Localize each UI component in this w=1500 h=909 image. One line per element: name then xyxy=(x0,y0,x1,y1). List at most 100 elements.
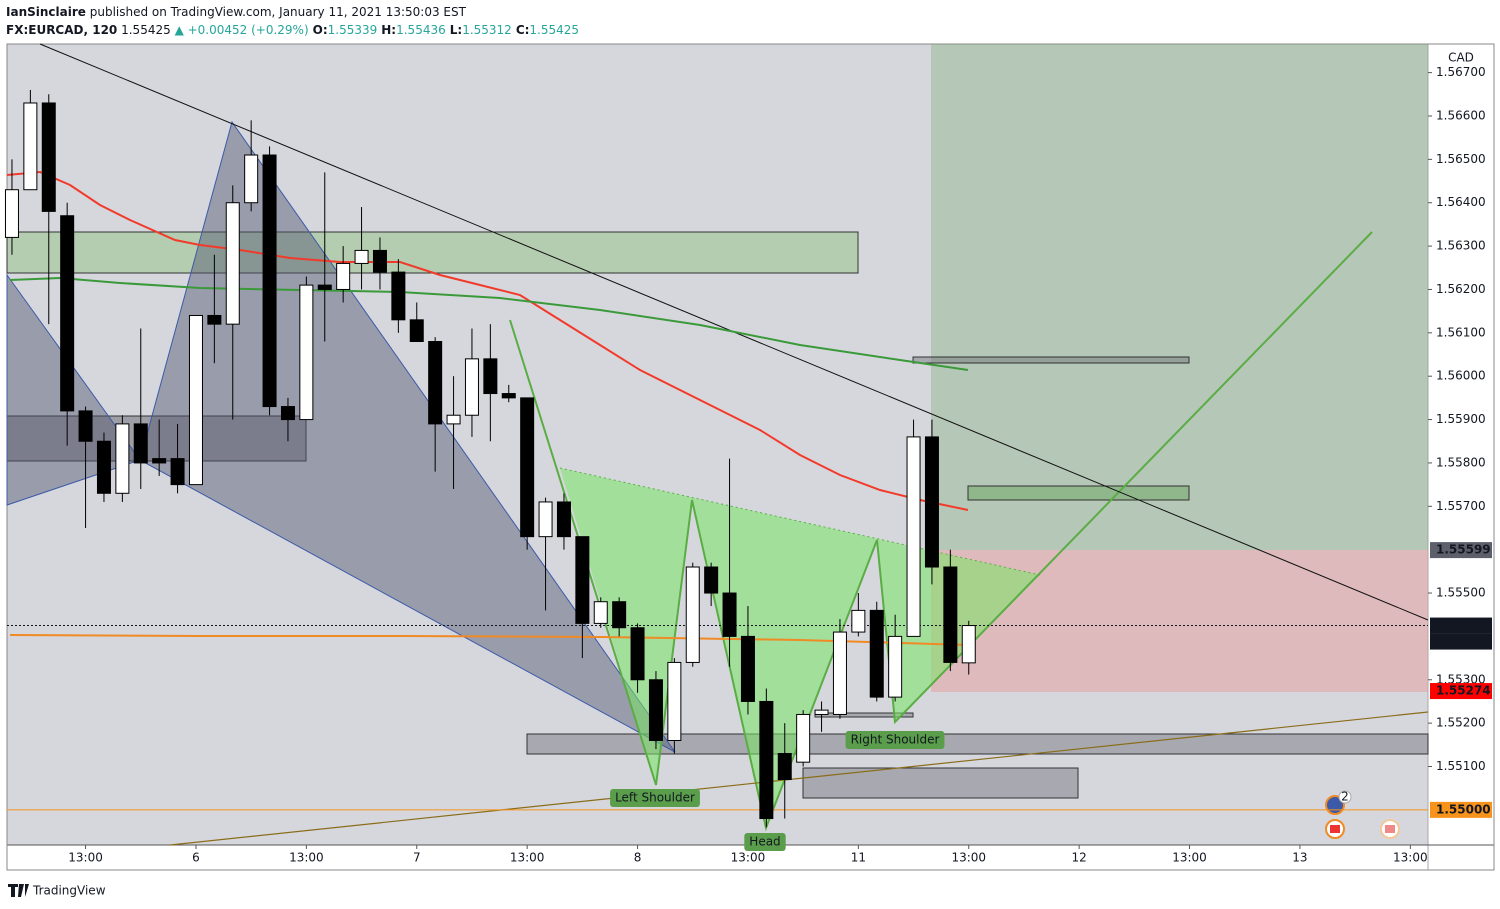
pattern-line xyxy=(509,231,1373,832)
y-tick-label: 1.56000 xyxy=(1436,369,1486,383)
annotation-box xyxy=(845,731,945,749)
zone xyxy=(814,712,914,718)
y-tick-label: 1.55200 xyxy=(1436,716,1486,730)
annotation-box xyxy=(610,789,700,807)
moving-average xyxy=(6,170,969,511)
candle-body xyxy=(832,631,847,715)
candle-body xyxy=(244,154,259,204)
x-tick-label: 7 xyxy=(413,851,421,865)
zone xyxy=(6,231,859,274)
header-line: IanSinclaire published on TradingView.co… xyxy=(6,5,467,19)
candle-body xyxy=(851,609,866,633)
candle-body xyxy=(924,436,939,568)
zone xyxy=(802,767,1079,799)
ohlc-value: 1.55312 xyxy=(462,23,512,37)
x-tick-label: 6 xyxy=(192,851,200,865)
candle-body xyxy=(446,414,461,425)
profit-zone xyxy=(931,44,1428,550)
candle-body xyxy=(464,358,479,416)
plot-background xyxy=(7,44,1428,845)
x-tick-label: 12 xyxy=(1072,851,1087,865)
ohlc-label: C: xyxy=(516,23,530,37)
y-tick-label: 1.56300 xyxy=(1436,239,1486,253)
countdown-tag xyxy=(1430,633,1492,650)
y-tick-label: 1.56500 xyxy=(1436,152,1486,166)
y-tick-label: 1.56700 xyxy=(1436,65,1486,79)
currency: CAD xyxy=(1448,51,1474,65)
candle-body xyxy=(133,423,148,464)
candle-body xyxy=(60,215,75,412)
ohlc-label: L: xyxy=(450,23,462,37)
y-tick-label: 1.55100 xyxy=(1436,759,1486,773)
candle-body xyxy=(23,102,38,191)
candle-body xyxy=(483,358,498,395)
annotation: Left Shoulder xyxy=(610,789,700,807)
candle-body xyxy=(888,635,903,698)
candle-body xyxy=(722,592,737,637)
y-tick-label: 1.55700 xyxy=(1436,499,1486,513)
candle-body xyxy=(520,397,535,538)
candle-body xyxy=(280,406,295,421)
change: ▲ +0.00452 (+0.29%) xyxy=(175,23,309,37)
candle-body xyxy=(391,271,406,321)
annotation: Right Shoulder xyxy=(845,731,945,749)
ohlc-label: O: xyxy=(313,23,328,37)
candle-body xyxy=(556,501,571,538)
annotation-box xyxy=(744,833,786,851)
zone xyxy=(6,415,307,462)
x-tick-label: 13:00 xyxy=(510,851,545,865)
candle-body xyxy=(299,284,314,421)
candle-body xyxy=(188,314,203,486)
publisher: IanSinclaire xyxy=(6,5,86,19)
published: published on TradingView.com, January 11… xyxy=(90,5,467,19)
price-tag xyxy=(1430,801,1492,818)
zone xyxy=(912,356,1190,364)
price-tag xyxy=(1430,542,1492,559)
candle-body xyxy=(796,713,811,763)
candle-body xyxy=(943,566,958,663)
candle-body xyxy=(41,102,56,212)
candle-body xyxy=(593,601,608,624)
candle-body xyxy=(152,458,167,464)
trend-line xyxy=(169,711,1429,846)
annotation-text: Right Shoulder xyxy=(851,733,940,747)
candle-body xyxy=(428,341,443,425)
candle-body xyxy=(96,440,111,494)
price-axis xyxy=(1427,43,1495,871)
y-tick-label: 1.56400 xyxy=(1436,195,1486,209)
candle-body xyxy=(225,202,240,325)
x-tick-label: 13:00 xyxy=(1393,851,1428,865)
annotation: Head xyxy=(744,833,786,851)
candle-body xyxy=(814,709,829,715)
candle-body xyxy=(262,154,277,408)
candle-body xyxy=(612,601,627,629)
candle-body xyxy=(372,249,387,273)
moving-average xyxy=(9,276,969,371)
y-tick-label: 1.56600 xyxy=(1436,108,1486,122)
y-tick-label: 1.55300 xyxy=(1436,672,1486,686)
price-tag-label: 1.55599 xyxy=(1436,543,1491,557)
y-tick-label: 1.55800 xyxy=(1436,455,1486,469)
logo xyxy=(8,884,29,897)
candle-body xyxy=(648,679,663,741)
x-tick-label: 13:00 xyxy=(68,851,103,865)
x-tick-label: 13:00 xyxy=(731,851,766,865)
y-tick-label: 1.55500 xyxy=(1436,586,1486,600)
candle-body xyxy=(961,625,976,664)
last: 1.55425 xyxy=(121,23,171,37)
zone xyxy=(967,485,1190,501)
x-tick-label: 13:00 xyxy=(289,851,324,865)
candle-body xyxy=(630,627,645,681)
ohlc-label: H: xyxy=(381,23,396,37)
candle-body xyxy=(170,458,185,486)
moving-average xyxy=(9,634,969,646)
x-tick-label: 11 xyxy=(851,851,866,865)
ohlc-value: 1.55425 xyxy=(529,23,579,37)
candle-body xyxy=(667,661,682,741)
price-tag xyxy=(1430,683,1492,700)
candle-body xyxy=(575,536,590,624)
candle-body xyxy=(704,566,719,594)
price-tag xyxy=(1430,617,1492,634)
price-tag-label: 1.55274 xyxy=(1436,684,1491,698)
